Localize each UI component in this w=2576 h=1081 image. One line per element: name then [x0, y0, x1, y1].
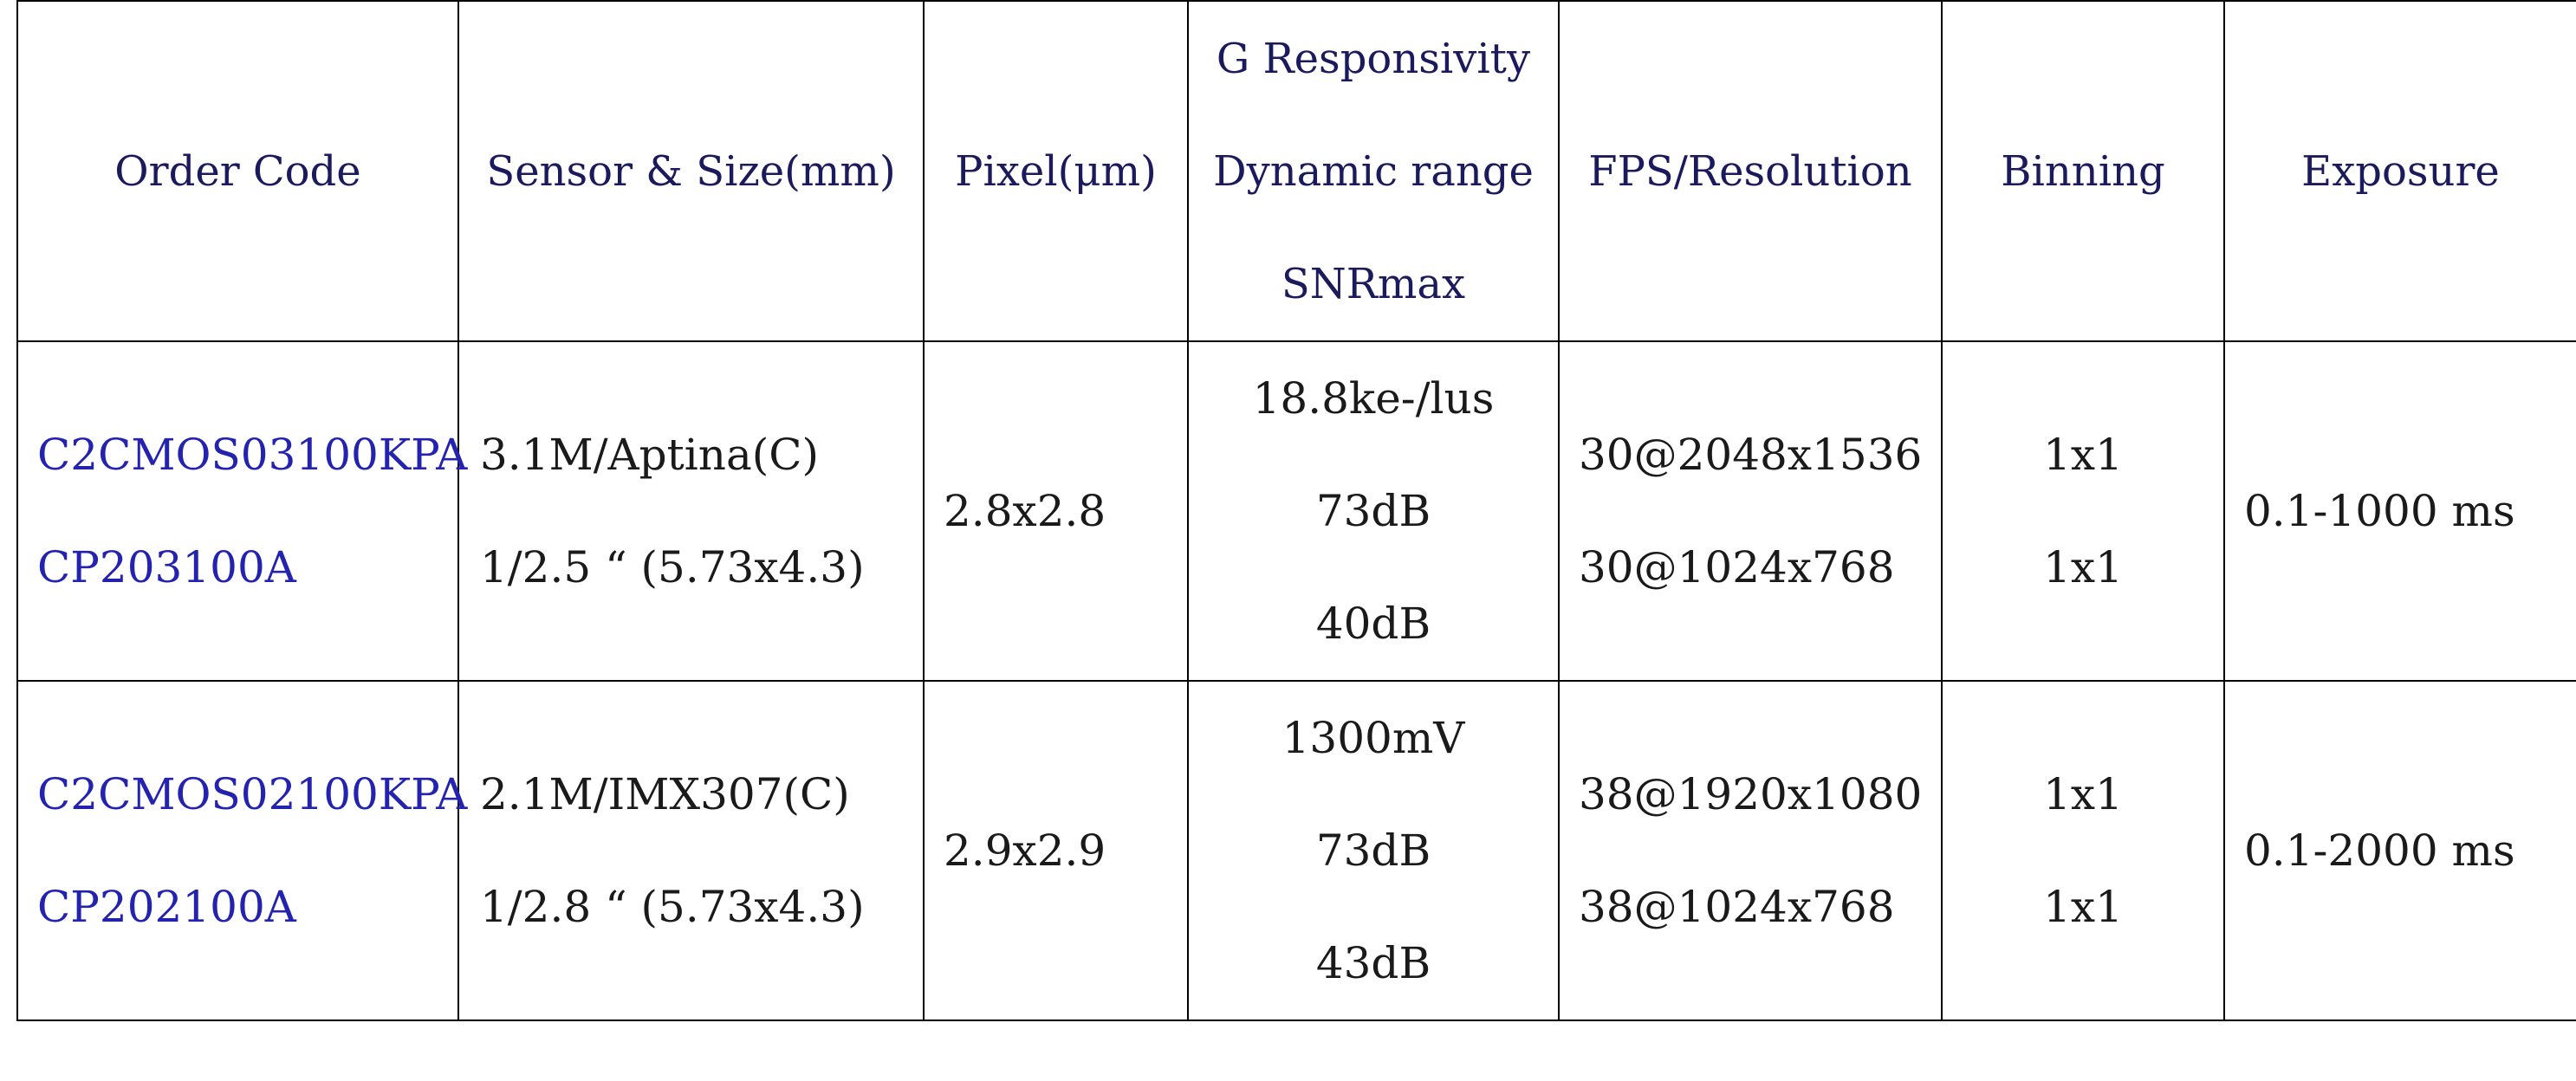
header-label: Pixel(μm) [955, 146, 1157, 196]
order-code-cell: C2CMOS03100KPA CP203100A [16, 340, 468, 682]
pixel-size: 2.8x2.8 [944, 486, 1106, 536]
header-fps-resolution: FPS/Resolution [1558, 0, 1943, 342]
dynamic-range: 73dB [1315, 486, 1431, 536]
exposure-cell: 0.1-2000 ms [2223, 680, 2576, 1021]
fps-resolution: 38@1024x768 [1579, 882, 1895, 932]
pixel-size: 2.9x2.9 [944, 825, 1106, 876]
fps-resolution: 38@1920x1080 [1579, 769, 1923, 819]
snr-max: 40dB [1315, 599, 1431, 649]
responsivity-cell: 1300mV 73dB 43dB [1187, 680, 1560, 1021]
sensor-cell: 3.1M/Aptina(C) 1/2.5 “ (5.73x4.3) [457, 340, 925, 682]
header-label: Order Code [114, 146, 361, 196]
order-code: CP202100A [37, 882, 296, 932]
header-row: Order Code Sensor & Size(mm) Pixel(μm) G… [16, 0, 2576, 342]
table-row: C2CMOS02100KPA CP202100A 2.1M/IMX307(C) … [16, 680, 2576, 1021]
fps-resolution: 30@1024x768 [1579, 542, 1895, 592]
binning-value: 1x1 [2043, 430, 2123, 480]
fps-resolution: 30@2048x1536 [1579, 430, 1923, 480]
binning-value: 1x1 [2043, 769, 2123, 819]
dynamic-range: 73dB [1315, 825, 1431, 876]
header-label: Exposure [2301, 146, 2500, 196]
sensor-model: 3.1M/Aptina(C) [480, 430, 820, 480]
g-responsivity: 18.8ke-/lus [1252, 373, 1495, 424]
header-exposure: Exposure [2223, 0, 2576, 342]
header-label: Dynamic range [1213, 146, 1534, 196]
binning-value: 1x1 [2043, 882, 2123, 932]
exposure-cell: 0.1-1000 ms [2223, 340, 2576, 682]
binning-cell: 1x1 1x1 [1941, 340, 2225, 682]
table-row: C2CMOS03100KPA CP203100A 3.1M/Aptina(C) … [16, 340, 2576, 682]
camera-spec-table: Order Code Sensor & Size(mm) Pixel(μm) G… [16, 0, 2576, 1021]
sensor-size: 1/2.8 “ (5.73x4.3) [480, 882, 865, 932]
order-code-cell: C2CMOS02100KPA CP202100A [16, 680, 468, 1021]
binning-value: 1x1 [2043, 542, 2123, 592]
fps-cell: 30@2048x1536 30@1024x768 [1558, 340, 1943, 682]
order-code: C2CMOS02100KPA [37, 769, 468, 819]
pixel-cell: 2.8x2.8 [923, 340, 1189, 682]
g-responsivity: 1300mV [1282, 713, 1465, 763]
fps-cell: 38@1920x1080 38@1024x768 [1558, 680, 1943, 1021]
header-binning: Binning [1941, 0, 2225, 342]
sensor-model: 2.1M/IMX307(C) [480, 769, 850, 819]
pixel-cell: 2.9x2.9 [923, 680, 1189, 1021]
sensor-size: 1/2.5 “ (5.73x4.3) [480, 542, 865, 592]
exposure-range: 0.1-1000 ms [2244, 486, 2515, 536]
header-label: Binning [2001, 146, 2165, 196]
responsivity-cell: 18.8ke-/lus 73dB 40dB [1187, 340, 1560, 682]
sensor-cell: 2.1M/IMX307(C) 1/2.8 “ (5.73x4.3) [457, 680, 925, 1021]
header-label: FPS/Resolution [1588, 146, 1912, 196]
order-code: C2CMOS03100KPA [37, 430, 468, 480]
header-label: SNRmax [1281, 259, 1466, 308]
header-label: G Responsivity [1216, 34, 1531, 83]
header-label: Sensor & Size(mm) [486, 146, 896, 196]
exposure-range: 0.1-2000 ms [2244, 825, 2515, 876]
binning-cell: 1x1 1x1 [1941, 680, 2225, 1021]
snr-max: 43dB [1315, 938, 1431, 988]
order-code: CP203100A [37, 542, 296, 592]
header-pixel: Pixel(μm) [923, 0, 1189, 342]
header-sensor-size: Sensor & Size(mm) [457, 0, 925, 342]
header-order-code: Order Code [16, 0, 459, 342]
header-responsivity: G Responsivity Dynamic range SNRmax [1187, 0, 1560, 342]
